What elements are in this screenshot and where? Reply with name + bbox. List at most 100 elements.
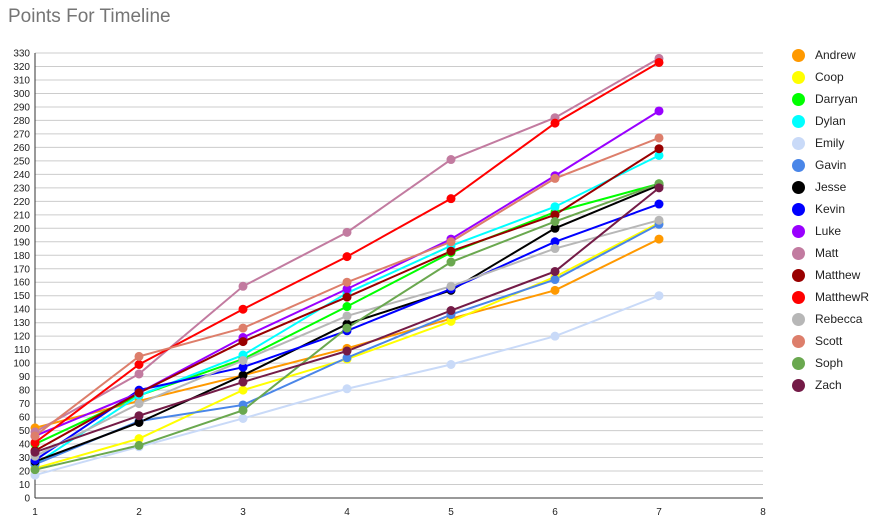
- y-tick-label: 240: [13, 170, 30, 181]
- point-coop: [238, 385, 248, 395]
- y-tick-label: 110: [14, 345, 30, 356]
- legend-label: Darryan: [815, 92, 858, 106]
- legend-item-luke: Luke: [792, 220, 869, 242]
- x-tick-label: 6: [552, 507, 558, 518]
- point-rebecca: [238, 355, 248, 365]
- point-luke: [342, 284, 352, 294]
- legend-label: Rebecca: [815, 312, 863, 326]
- point-soph: [342, 323, 352, 333]
- point-kevin: [550, 237, 560, 247]
- legend-marker: [792, 312, 805, 326]
- legend-item-scott: Scott: [792, 330, 869, 352]
- y-tick-label: 310: [13, 75, 30, 86]
- legend-label: Jesse: [815, 180, 847, 194]
- y-tick-label: 320: [13, 62, 30, 73]
- point-matthewr: [238, 304, 248, 314]
- point-dylan: [654, 150, 664, 160]
- y-tick-label: 300: [13, 89, 30, 100]
- point-scott: [134, 351, 144, 361]
- point-emily: [342, 384, 352, 394]
- legend-label: Matthew: [815, 268, 861, 282]
- y-tick-label: 10: [19, 480, 31, 491]
- legend-marker: [792, 48, 805, 62]
- point-emily: [550, 331, 560, 341]
- point-matthew: [446, 246, 456, 256]
- tick-labels: 0 10 20 30 40 50 60 70 80 90 100 110 120 130 140 150 160…: [13, 49, 766, 519]
- y-tick-label: 60: [19, 413, 31, 424]
- legend-item-matthew: Matthew: [792, 264, 869, 286]
- point-zach: [654, 183, 664, 193]
- legend-item-matt: Matt: [792, 242, 869, 264]
- legend-marker: [792, 180, 805, 194]
- axes: [34, 53, 763, 499]
- point-soph: [550, 217, 560, 227]
- legend-item-darryan: Darryan: [792, 88, 869, 110]
- legend-marker: [792, 224, 805, 238]
- point-kevin: [238, 362, 248, 372]
- point-coop: [446, 316, 456, 326]
- legend-item-soph: Soph: [792, 352, 869, 374]
- point-dylan: [550, 202, 560, 212]
- point-matthew: [654, 144, 664, 154]
- series-points: [30, 53, 664, 480]
- point-matthewr: [30, 438, 40, 448]
- y-tick-label: 180: [13, 251, 30, 262]
- legend-label: MatthewR: [815, 290, 870, 304]
- legend-item-jesse: Jesse: [792, 176, 869, 198]
- legend-label: Matt: [815, 246, 839, 260]
- y-tick-label: 200: [13, 224, 30, 235]
- point-soph: [134, 440, 144, 450]
- legend-label: Zach: [815, 378, 842, 392]
- y-tick-label: 270: [13, 129, 30, 140]
- point-gavin: [342, 353, 352, 363]
- x-tick-label: 1: [32, 507, 38, 518]
- y-tick-label: 20: [19, 467, 31, 478]
- y-tick-label: 130: [13, 318, 30, 329]
- y-tick-label: 170: [13, 264, 30, 275]
- point-jesse: [238, 370, 248, 380]
- y-tick-label: 210: [13, 210, 30, 221]
- legend-label: Scott: [815, 334, 843, 348]
- legend-item-kevin: Kevin: [792, 198, 869, 220]
- point-emily: [446, 360, 456, 369]
- legend: Andrew Coop Darryan Dylan Emily Gavin Jesse Kev…: [792, 44, 869, 396]
- y-tick-label: 40: [19, 440, 31, 451]
- legend-marker: [792, 378, 805, 392]
- point-scott: [446, 237, 456, 247]
- y-tick-label: 80: [19, 386, 31, 397]
- point-rebecca: [654, 215, 664, 225]
- legend-item-rebecca: Rebecca: [792, 308, 869, 330]
- y-tick-label: 140: [13, 305, 30, 316]
- point-andrew: [550, 285, 560, 295]
- point-soph: [30, 465, 40, 475]
- point-matt: [446, 155, 456, 165]
- x-tick-label: 4: [344, 507, 350, 518]
- y-tick-label: 30: [19, 453, 31, 464]
- legend-item-zach: Zach: [792, 374, 869, 396]
- point-matthew: [550, 210, 560, 220]
- y-tick-label: 70: [19, 399, 31, 410]
- point-zach: [30, 447, 40, 457]
- point-rebecca: [134, 399, 144, 409]
- legend-item-dylan: Dylan: [792, 110, 869, 132]
- y-tick-label: 260: [13, 143, 30, 154]
- legend-label: Emily: [815, 136, 845, 150]
- point-scott: [654, 133, 664, 143]
- legend-marker: [792, 202, 805, 216]
- y-tick-label: 220: [13, 197, 30, 208]
- point-luke: [654, 106, 664, 116]
- legend-marker: [792, 356, 805, 370]
- point-matthewr: [446, 194, 456, 204]
- point-gavin: [550, 275, 560, 285]
- legend-item-andrew: Andrew: [792, 44, 869, 66]
- legend-item-coop: Coop: [792, 66, 869, 88]
- y-tick-label: 100: [13, 359, 30, 370]
- x-tick-label: 3: [240, 507, 246, 518]
- y-tick-label: 330: [13, 49, 30, 60]
- point-jesse: [134, 417, 144, 427]
- point-matthewr: [654, 57, 664, 67]
- x-tick-label: 5: [448, 507, 454, 518]
- point-scott: [550, 173, 560, 183]
- point-zach: [446, 306, 456, 316]
- legend-label: Soph: [815, 356, 844, 370]
